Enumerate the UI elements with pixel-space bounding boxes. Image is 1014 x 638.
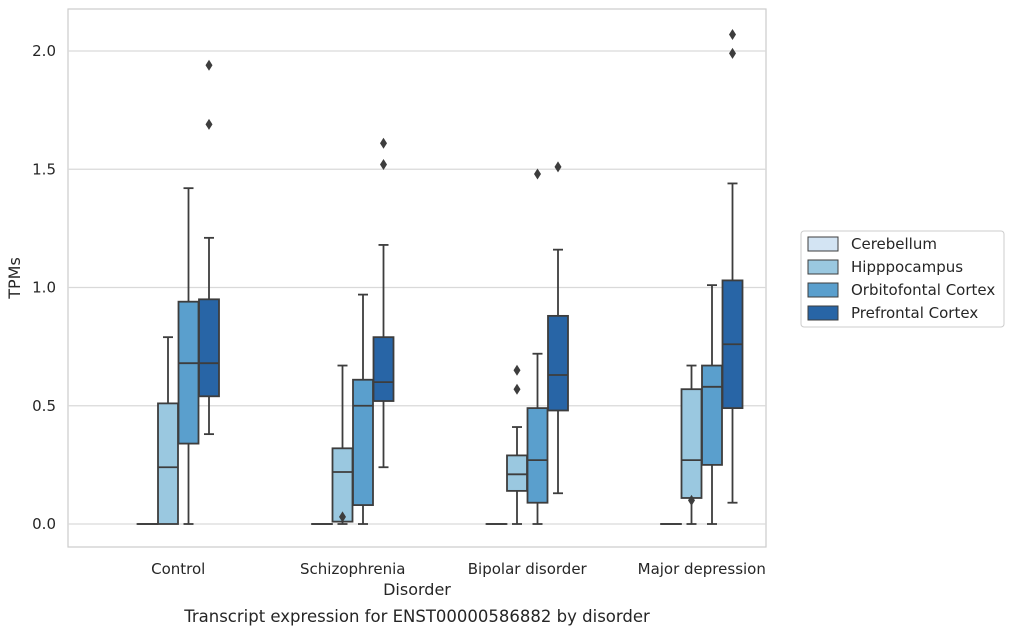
legend-label: Hipppocampus <box>851 258 963 276</box>
y-tick-label: 0.5 <box>32 397 56 415</box>
box-body <box>179 302 199 444</box>
box-body <box>528 408 548 503</box>
box-body <box>702 366 722 465</box>
x-tick-label: Schizophrenia <box>300 560 405 578</box>
box-body <box>548 316 568 411</box>
box-body <box>374 337 394 401</box>
x-tick-label: Major depression <box>638 560 766 578</box>
legend-swatch <box>808 283 838 297</box>
x-axis-label: Disorder <box>383 580 451 599</box>
legend-swatch <box>808 237 838 251</box>
box-body <box>158 403 178 524</box>
box-body <box>507 455 527 490</box>
box-body <box>353 380 373 505</box>
x-tick-labels: Control Schizophrenia Bipolar disorder Majo… <box>151 560 766 578</box>
y-tick-label: 2.0 <box>32 42 56 60</box>
legend-label: Prefrontal Cortex <box>851 304 978 322</box>
y-tick-label: 1.0 <box>32 279 56 297</box>
legend-swatch <box>808 306 838 320</box>
legend-label: Cerebellum <box>851 235 937 253</box>
chart-caption: Transcript expression for ENST0000058688… <box>183 607 650 626</box>
box-body <box>199 299 219 396</box>
legend-label: Orbitofontal Cortex <box>851 281 995 299</box>
x-tick-label: Bipolar disorder <box>468 560 588 578</box>
y-axis-label: TPMs <box>5 257 24 300</box>
x-tick-label: Control <box>151 560 205 578</box>
y-tick-labels: 0.0 0.5 1.0 1.5 2.0 <box>32 42 56 533</box>
y-tick-label: 0.0 <box>32 515 56 533</box>
legend-swatch <box>808 260 838 274</box>
legend: Cerebellum Hipppocampus Orbitofontal Corte… <box>801 231 1004 327</box>
box-body <box>682 389 702 498</box>
box-body <box>333 448 353 521</box>
y-tick-label: 1.5 <box>32 160 56 178</box>
